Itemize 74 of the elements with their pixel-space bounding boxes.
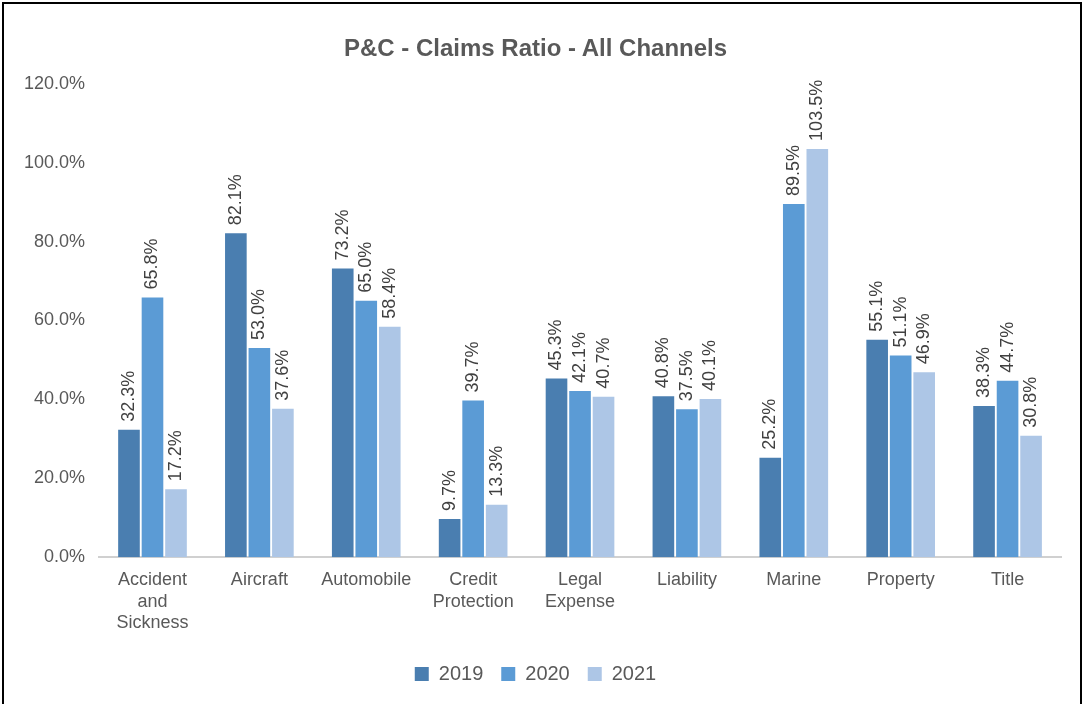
bar xyxy=(331,268,354,558)
bar xyxy=(699,399,722,558)
data-label: 25.2% xyxy=(759,398,780,450)
y-tick-label: 60.0% xyxy=(34,309,86,330)
x-tick-label: Accident and Sickness xyxy=(116,568,189,633)
data-label: 32.3% xyxy=(117,370,138,422)
bar xyxy=(913,372,936,558)
bar xyxy=(165,489,187,558)
data-label: 55.1% xyxy=(866,280,887,332)
data-label: 82.1% xyxy=(224,174,245,226)
bar xyxy=(118,429,140,558)
bar xyxy=(355,300,378,558)
data-label: 89.5% xyxy=(782,145,803,197)
data-label: 53.0% xyxy=(248,289,269,341)
bar xyxy=(545,378,568,558)
legend-label: 2020 xyxy=(525,661,570,684)
x-tick-label: Legal Expense xyxy=(544,568,616,611)
data-label: 37.6% xyxy=(271,349,292,401)
bar xyxy=(652,396,675,558)
bar xyxy=(973,406,995,558)
data-label: 17.2% xyxy=(164,430,185,482)
data-label: 65.8% xyxy=(141,238,162,290)
data-label: 13.3% xyxy=(485,445,506,497)
chart-title: P&C - Claims Ratio - All Channels xyxy=(343,34,728,62)
bar xyxy=(462,400,484,558)
y-tick-label: 20.0% xyxy=(34,467,86,488)
data-label: 103.5% xyxy=(806,79,827,141)
bar xyxy=(272,408,294,558)
data-label: 44.7% xyxy=(996,321,1017,373)
data-label: 40.8% xyxy=(652,337,673,389)
bar xyxy=(759,457,782,558)
data-label: 37.5% xyxy=(675,350,696,402)
bar xyxy=(569,391,591,558)
x-tick-label: Marine xyxy=(766,568,822,589)
y-tick-label: 100.0% xyxy=(23,151,86,172)
bar xyxy=(248,348,271,558)
x-tick-label: Automobile xyxy=(321,568,412,589)
bar xyxy=(378,326,401,558)
data-label: 65.0% xyxy=(355,241,376,293)
y-tick-label: 0.0% xyxy=(44,546,86,567)
x-tick-label: Credit Protection xyxy=(432,568,514,611)
bar xyxy=(866,339,888,558)
bar xyxy=(889,355,912,558)
legend-label: 2019 xyxy=(438,661,484,684)
data-label: 30.8% xyxy=(1020,376,1041,428)
y-tick-label: 40.0% xyxy=(34,388,86,409)
bar xyxy=(438,518,461,558)
bar xyxy=(592,396,615,558)
data-label: 73.2% xyxy=(331,209,352,261)
bar xyxy=(782,204,805,558)
bar xyxy=(806,148,829,558)
bar xyxy=(1020,435,1042,558)
x-tick-label: Property xyxy=(866,568,935,589)
bar xyxy=(996,380,1019,558)
bar xyxy=(141,297,164,558)
data-label: 51.1% xyxy=(889,296,910,348)
data-label: 45.3% xyxy=(545,319,566,371)
x-tick-label: Aircraft xyxy=(230,568,288,589)
bar xyxy=(676,409,698,558)
data-label: 9.7% xyxy=(438,469,459,511)
data-label: 42.1% xyxy=(568,332,589,384)
data-label: 39.7% xyxy=(462,341,483,393)
data-label: 40.7% xyxy=(592,337,613,389)
data-label: 40.1% xyxy=(699,339,720,392)
data-label: 38.3% xyxy=(973,347,994,399)
y-tick-label: 80.0% xyxy=(34,230,86,251)
legend-label: 2021 xyxy=(611,661,657,684)
data-label: 58.4% xyxy=(378,267,399,319)
data-label: 46.9% xyxy=(913,313,934,365)
bar xyxy=(225,233,247,558)
y-tick-label: 120.0% xyxy=(23,72,86,93)
bar xyxy=(485,504,508,558)
x-tick-label: Title xyxy=(990,568,1025,589)
x-tick-label: Liability xyxy=(656,568,717,589)
